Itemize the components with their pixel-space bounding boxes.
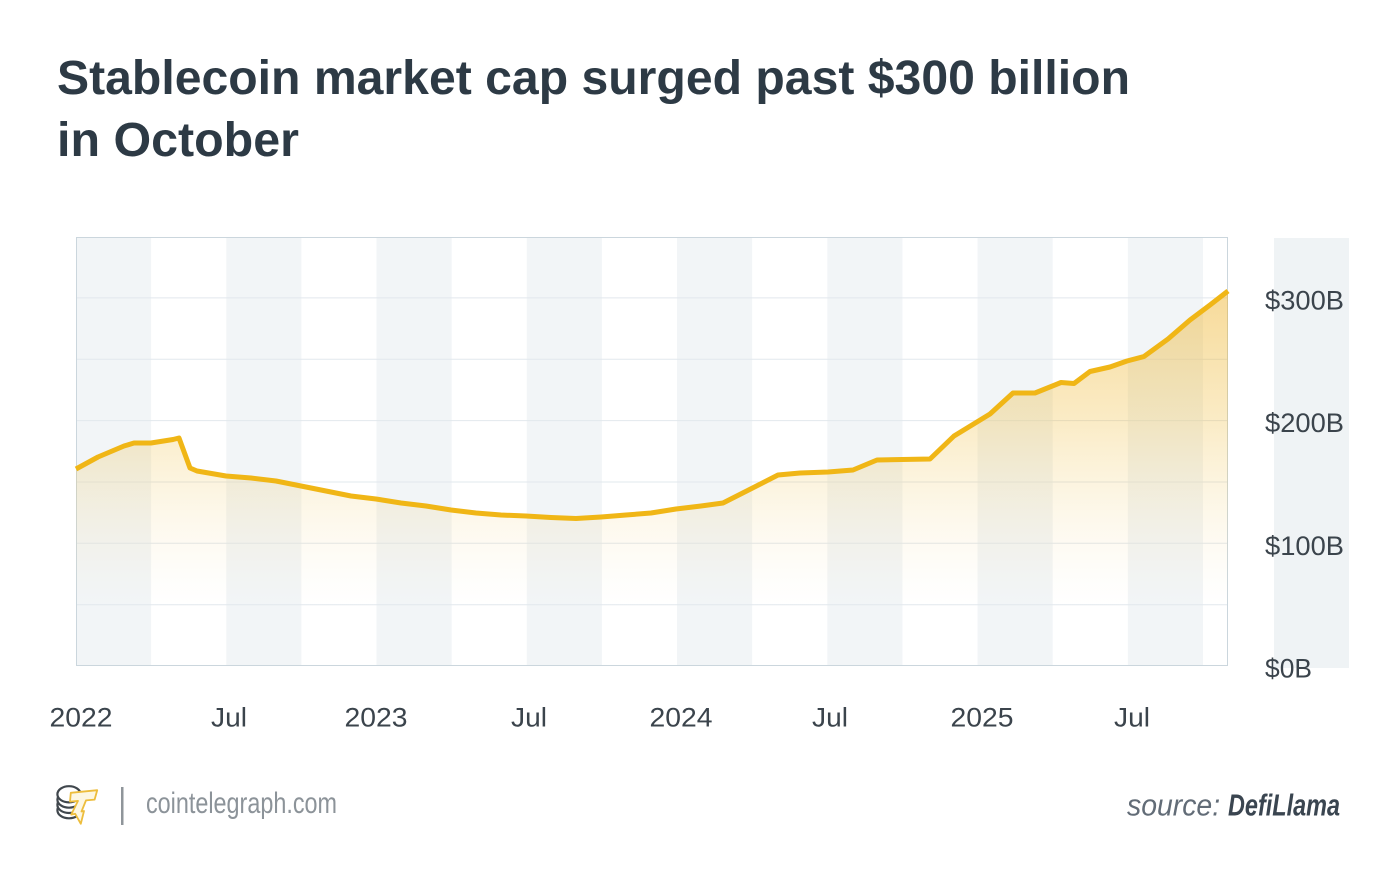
svg-text:2025: 2025 — [951, 703, 1014, 733]
svg-text:cointelegraph.com: cointelegraph.com — [146, 787, 337, 820]
svg-text:in October: in October — [57, 114, 299, 167]
svg-text:Jul: Jul — [511, 703, 547, 733]
svg-text:2022: 2022 — [50, 703, 113, 733]
svg-text:Jul: Jul — [1114, 703, 1150, 733]
svg-text:Jul: Jul — [211, 703, 247, 733]
svg-text:$300B: $300B — [1265, 286, 1344, 316]
svg-text:source: DefiLlama: source: DefiLlama — [1127, 788, 1340, 823]
svg-text:2024: 2024 — [650, 703, 713, 733]
svg-text:$200B: $200B — [1265, 408, 1344, 438]
svg-text:Stablecoin market cap surged p: Stablecoin market cap surged past $300 b… — [57, 52, 1130, 105]
svg-text:$100B: $100B — [1265, 531, 1344, 561]
svg-text:Jul: Jul — [812, 703, 848, 733]
svg-text:2023: 2023 — [345, 703, 408, 733]
svg-text:$0B: $0B — [1265, 654, 1312, 684]
